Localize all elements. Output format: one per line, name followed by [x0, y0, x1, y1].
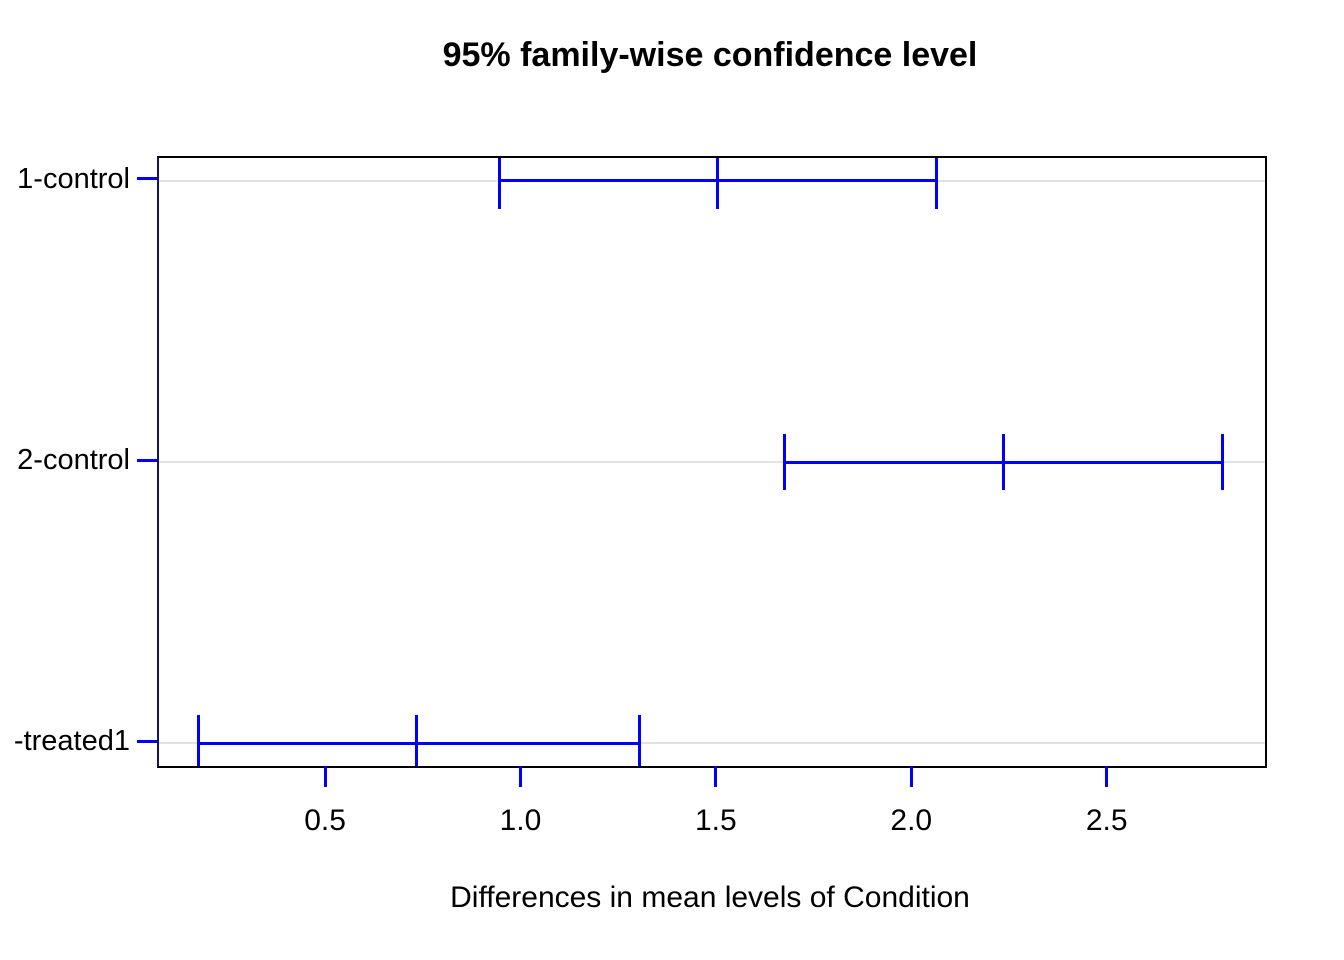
row-gridline	[159, 461, 1265, 463]
x-axis-tick-label: 1.5	[695, 804, 737, 837]
interval-lower-tick	[196, 715, 200, 766]
row-gridline	[159, 742, 1265, 745]
x-axis-tick-label: 2.0	[890, 804, 933, 837]
x-axis-tick-label: 2.5	[1085, 804, 1128, 837]
y-axis-label: -treated1	[13, 725, 130, 758]
y-axis-tick	[137, 177, 157, 181]
confidence-interval-segment	[198, 741, 640, 745]
y-axis-tick	[137, 458, 157, 462]
x-axis-tick	[1105, 766, 1109, 787]
interval-upper-tick	[935, 158, 939, 209]
y-axis-label: 2-control	[17, 444, 130, 476]
y-axis-label: 1-control	[17, 162, 130, 195]
interval-lower-tick	[782, 433, 786, 491]
x-axis-tick	[518, 766, 522, 787]
y-axis-tick	[137, 739, 157, 743]
x-axis-tick-label: 1.0	[499, 804, 542, 837]
x-axis-tick-label: 0.5	[304, 804, 346, 837]
interval-estimate-tick	[716, 158, 720, 209]
x-axis-tick	[714, 766, 718, 787]
x-axis-tick	[323, 766, 327, 787]
interval-upper-tick	[1220, 433, 1224, 491]
chart-title: 95% family-wise confidence level	[442, 36, 978, 74]
plot-area	[157, 156, 1267, 768]
interval-lower-tick	[497, 158, 501, 209]
x-axis-title: Differences in mean levels of Condition	[450, 881, 970, 914]
x-axis-tick	[909, 766, 913, 787]
interval-upper-tick	[638, 715, 642, 766]
interval-estimate-tick	[415, 715, 419, 766]
interval-estimate-tick	[1001, 433, 1005, 491]
